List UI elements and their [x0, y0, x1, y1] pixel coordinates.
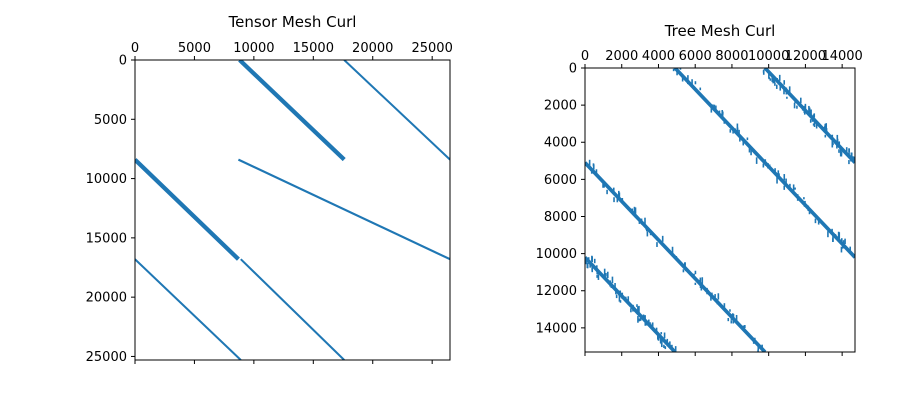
- tensor-band-1: [343, 60, 450, 161]
- tensor-bands: [135, 60, 450, 360]
- tensor-xtick-label: 10000: [233, 41, 274, 56]
- tree-xtick-label: 14000: [821, 49, 862, 64]
- tree-xtick-label: 0: [581, 49, 589, 64]
- tensor-ytick-label: 0: [119, 54, 127, 69]
- tensor-ytick-label: 5000: [94, 113, 127, 128]
- tensor-frame: [134, 59, 451, 361]
- tree-ticks: 0 2000 4000 6000 8000 10000120001400002000400…: [536, 49, 863, 356]
- tensor-band-2: [135, 158, 240, 261]
- tree-xtick-label: 6000: [679, 49, 712, 64]
- tensor-band-5: [240, 258, 345, 360]
- tree-ytick-label: 10000: [536, 247, 577, 262]
- tree-xtick-label: 4000: [642, 49, 675, 64]
- tensor-title: Tensor Mesh Curl: [228, 13, 357, 31]
- tree-ytick-label: 4000: [544, 136, 577, 151]
- tensor-xtick-label: 15000: [293, 41, 334, 56]
- tensor-panel: Tensor Mesh Curl 0 5000 10000 15000 20000 250…: [86, 13, 453, 365]
- tree-bands: [585, 68, 855, 352]
- tree-ytick-label: 8000: [544, 210, 577, 225]
- tensor-ytick-label: 20000: [86, 291, 127, 306]
- tree-title: Tree Mesh Curl: [664, 22, 776, 40]
- tree-xtick-label: 10000: [748, 49, 789, 64]
- tree-ytick-label: 0: [569, 62, 577, 77]
- tree-ytick-label: 2000: [544, 99, 577, 114]
- tree-band-2: [585, 161, 767, 352]
- tensor-band-3: [237, 158, 450, 261]
- tree-frame: [584, 67, 856, 353]
- tree-panel: Tree Mesh Curl 0 2000 4000 6000 8000 10000120…: [536, 22, 863, 356]
- tree-ytick-label: 6000: [544, 173, 577, 188]
- tensor-ytick-label: 15000: [86, 231, 127, 246]
- tree-xtick-label: 12000: [785, 49, 826, 64]
- tree-xtick-label: 8000: [715, 49, 748, 64]
- tensor-xtick-label: 25000: [411, 41, 452, 56]
- tensor-xtick-label: 20000: [352, 41, 393, 56]
- tensor-xtick-label: 0: [131, 41, 139, 56]
- tensor-ytick-label: 10000: [86, 172, 127, 187]
- tensor-xtick-label: 5000: [178, 41, 211, 56]
- tensor-band-0: [238, 60, 346, 162]
- tensor-band-4: [135, 258, 242, 360]
- tensor-ticks: 0 5000 10000 15000 20000 25000 0 5000 10000 15000…: [86, 41, 453, 365]
- tensor-ytick-label: 25000: [86, 350, 127, 365]
- tree-xtick-label: 2000: [605, 49, 638, 64]
- tree-ytick-label: 14000: [536, 321, 577, 336]
- tree-ytick-label: 12000: [536, 284, 577, 299]
